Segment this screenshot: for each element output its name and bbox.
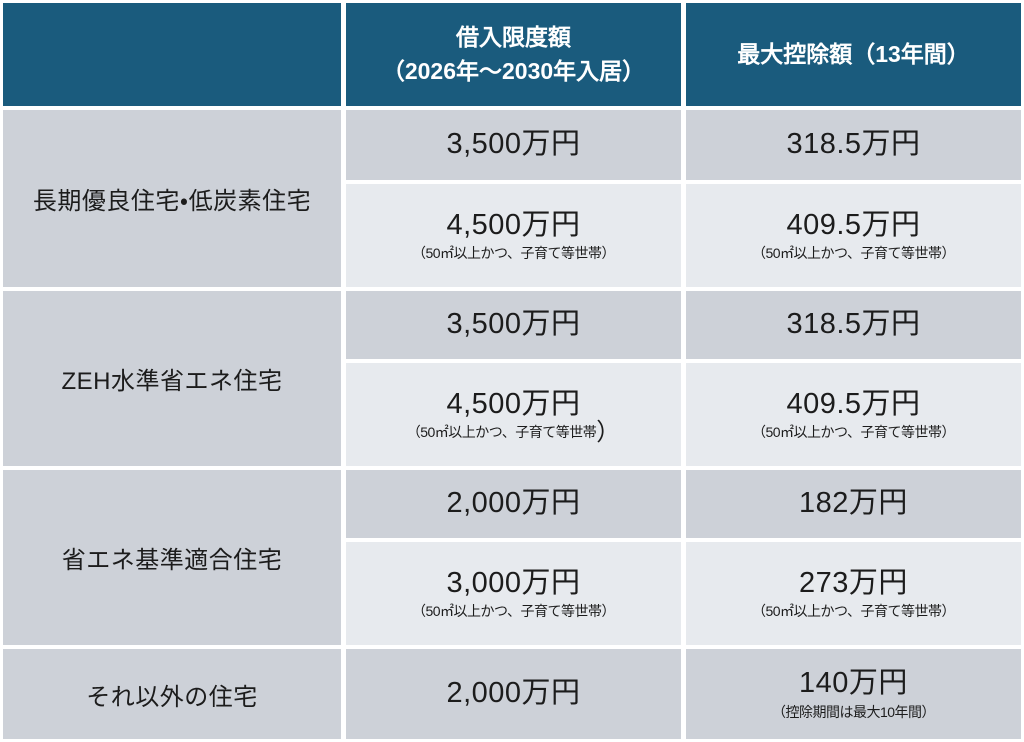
loan-value-cell: 3,500万円	[346, 110, 681, 180]
deduction-value: 140万円	[799, 667, 908, 700]
loan-value-cell: 2,000万円	[346, 470, 681, 538]
deduction-value-cell: 318.5万円	[686, 110, 1021, 180]
deduction-value-cell: 273万円 （50㎡以上かつ、子育て等世帯）	[686, 542, 1021, 645]
deduction-note: （50㎡以上かつ、子育て等世帯）	[751, 424, 956, 441]
deduction-value: 409.5万円	[786, 387, 921, 420]
deduction-value: 409.5万円	[786, 208, 921, 241]
large-closing-paren: ）	[596, 419, 621, 447]
deduction-value-cell: 409.5万円 （50㎡以上かつ、子育て等世帯）	[686, 184, 1021, 287]
group-label-cell: 省エネ基準適合住宅	[3, 470, 341, 645]
header-loan-limit-line1: 借入限度額	[456, 24, 571, 51]
deduction-value: 273万円	[799, 566, 908, 599]
loan-note: （50㎡以上かつ、子育て等世帯）	[406, 419, 621, 447]
loan-value: 3,000万円	[446, 566, 581, 599]
group-label-cell: ZEH水準省エネ住宅	[3, 291, 341, 466]
deduction-value-cell: 318.5万円	[686, 291, 1021, 359]
group-label-cell: 長期優良住宅・低炭素住宅	[3, 110, 341, 287]
loan-value-cell: 3,500万円	[346, 291, 681, 359]
loan-value: 3,500万円	[446, 308, 581, 341]
header-loan-limit-line2: （2026年〜2030年入居）	[381, 57, 646, 84]
loan-value-cell: 2,000万円	[346, 649, 681, 739]
loan-value: 3,500万円	[446, 128, 581, 161]
loan-value-cell: 3,000万円 （50㎡以上かつ、子育て等世帯）	[346, 542, 681, 645]
deduction-note: （50㎡以上かつ、子育て等世帯）	[751, 603, 956, 620]
deduction-value-cell: 140万円 （控除期間は最大10年間）	[686, 649, 1021, 739]
loan-value-cell: 4,500万円 （50㎡以上かつ、子育て等世帯）	[346, 363, 681, 466]
loan-value-cell: 4,500万円 （50㎡以上かつ、子育て等世帯）	[346, 184, 681, 287]
loan-note: （50㎡以上かつ、子育て等世帯）	[411, 603, 616, 620]
loan-value: 2,000万円	[446, 487, 581, 520]
deduction-value-cell: 409.5万円 （50㎡以上かつ、子育て等世帯）	[686, 363, 1021, 466]
header-cell-loan-limit: 借入限度額 （2026年〜2030年入居）	[346, 3, 681, 106]
deduction-value: 182万円	[799, 487, 908, 520]
deduction-value: 318.5万円	[786, 308, 921, 341]
deduction-value: 318.5万円	[786, 128, 921, 161]
header-cell-max-deduction: 最大控除額（13年間）	[686, 3, 1021, 106]
deduction-note: （控除期間は最大10年間）	[771, 703, 936, 720]
loan-value: 2,000万円	[446, 677, 581, 710]
group-label-cell: それ以外の住宅	[3, 649, 341, 739]
loan-note: （50㎡以上かつ、子育て等世帯）	[411, 245, 616, 262]
loan-value: 4,500万円	[446, 208, 581, 241]
deduction-value-cell: 182万円	[686, 470, 1021, 538]
loan-value: 4,500万円	[446, 387, 581, 420]
deduction-note: （50㎡以上かつ、子育て等世帯）	[751, 245, 956, 262]
header-cell-category	[3, 3, 341, 106]
